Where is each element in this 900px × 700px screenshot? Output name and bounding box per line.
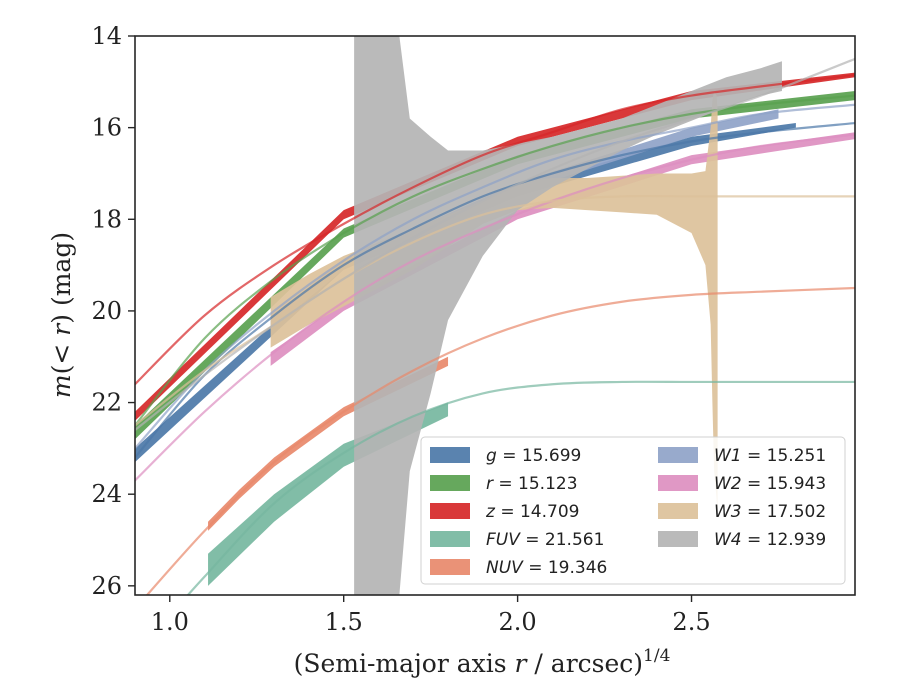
x-axis-ticks: 1.0 1.5 2.0 2.5 (151, 595, 711, 636)
y-tick-label: 14 (91, 22, 122, 50)
x-tick-label: 1.0 (151, 608, 189, 636)
legend-item-w2: W2 = 15.943 (658, 474, 826, 494)
legend-item-w3: W3 = 17.502 (658, 502, 826, 522)
curve-g (135, 121, 855, 459)
legend-swatch (430, 447, 470, 463)
y-tick-label: 16 (91, 114, 122, 142)
legend-label: W1 = 15.251 (714, 446, 826, 466)
x-tick-label: 2.5 (672, 608, 710, 636)
legend-label: g = 15.699 (486, 446, 581, 466)
legend-label: W4 = 12.939 (714, 530, 826, 550)
curve-w1 (135, 103, 855, 450)
legend-label: W3 = 17.502 (714, 502, 826, 522)
legend-swatch (430, 559, 470, 575)
legend-item-w1: W1 = 15.251 (658, 446, 826, 466)
x-tick-label: 1.5 (325, 608, 363, 636)
legend-swatch (658, 531, 698, 547)
legend-swatch (658, 503, 698, 519)
x-tick-label: 2.0 (499, 608, 537, 636)
y-tick-label: 18 (91, 205, 122, 233)
y-axis-ticks: 14 16 18 20 22 24 26 (91, 22, 135, 600)
legend-item-nuv: NUV = 19.346 (430, 558, 607, 578)
legend-swatch (430, 531, 470, 547)
legend-swatch (430, 475, 470, 491)
legend: g = 15.699 r = 15.123 z = 14.709 FUV = 21.5… (420, 436, 846, 585)
legend-swatch (430, 503, 470, 519)
x-axis-title: (Semi-major axis r / arcsec)1/4 (294, 646, 671, 678)
legend-label: r = 15.123 (486, 474, 578, 494)
curve-nuv (145, 286, 855, 595)
y-axis-title: m(< r) (mag) (47, 232, 76, 398)
legend-swatch (658, 447, 698, 463)
model-curves (135, 57, 855, 595)
band-fuv (208, 402, 449, 586)
legend-label: NUV = 19.346 (486, 558, 607, 578)
y-tick-label: 26 (91, 572, 122, 600)
legend-item-fuv: FUV = 21.561 (430, 530, 604, 550)
legend-label: W2 = 15.943 (714, 474, 826, 494)
curve-w3 (135, 194, 855, 427)
legend-swatch (658, 475, 698, 491)
curve-w4 (135, 57, 855, 432)
plot-frame (134, 35, 856, 596)
y-tick-label: 22 (91, 389, 122, 417)
legend-frame (420, 436, 846, 585)
legend-item-z: z = 14.709 (430, 502, 579, 522)
legend-item-r: r = 15.123 (430, 474, 578, 494)
legend-entries: g = 15.699 r = 15.123 z = 14.709 FUV = 21.5… (430, 446, 826, 578)
legend-item-w4: W4 = 12.939 (658, 530, 826, 550)
legend-label: FUV = 21.561 (486, 530, 604, 550)
curve-z (135, 73, 855, 386)
legend-label: z = 14.709 (485, 502, 579, 522)
y-tick-label: 24 (91, 480, 122, 508)
curve-w2 (135, 133, 855, 482)
legend-item-g: g = 15.699 (430, 446, 581, 466)
y-tick-label: 20 (91, 297, 122, 325)
curve-fuv (186, 380, 855, 595)
